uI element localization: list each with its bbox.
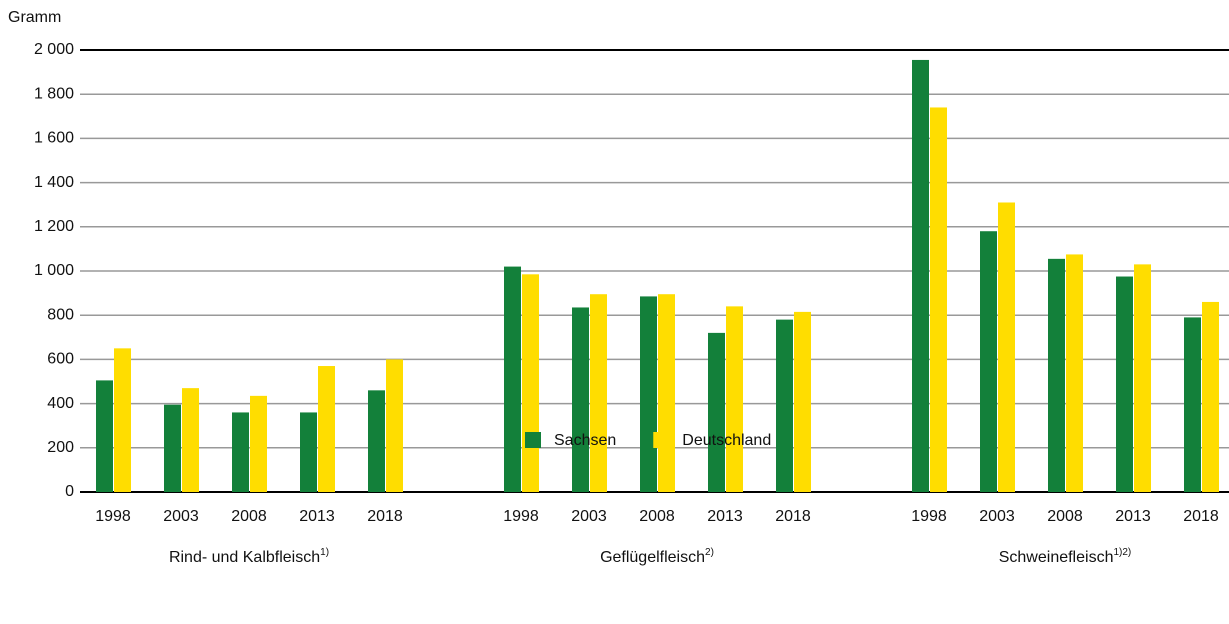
bar bbox=[318, 366, 335, 492]
group-note: 1) bbox=[320, 547, 329, 558]
bar bbox=[504, 266, 521, 492]
legend-swatch bbox=[525, 432, 541, 448]
y-axis-label: Gramm bbox=[8, 9, 61, 26]
x-tick-label: 2018 bbox=[775, 508, 811, 525]
group-note: 2) bbox=[705, 547, 714, 558]
group-label: Geflügelfleisch2) bbox=[600, 547, 714, 567]
x-tick-label: 2008 bbox=[1047, 508, 1083, 525]
y-tick-label: 2 000 bbox=[34, 41, 74, 58]
bar bbox=[1202, 301, 1219, 492]
bar bbox=[164, 404, 181, 492]
x-tick-label: 2008 bbox=[231, 508, 267, 525]
bar bbox=[250, 395, 267, 492]
bar bbox=[912, 59, 929, 492]
x-tick-label: 1998 bbox=[911, 508, 947, 525]
x-tick-label: 2003 bbox=[571, 508, 607, 525]
bar bbox=[572, 307, 589, 492]
bar bbox=[708, 332, 725, 492]
bar bbox=[182, 388, 199, 492]
y-tick-label: 1 400 bbox=[34, 174, 74, 191]
x-tick-label: 2008 bbox=[639, 508, 675, 525]
x-tick-label: 2018 bbox=[367, 508, 403, 525]
bar bbox=[1184, 317, 1201, 492]
group-name: Geflügelfleisch bbox=[600, 549, 705, 566]
bar bbox=[114, 348, 131, 492]
y-tick-label: 0 bbox=[65, 483, 74, 500]
y-tick-label: 1 200 bbox=[34, 218, 74, 235]
bar bbox=[232, 412, 249, 492]
x-tick-label: 2018 bbox=[1183, 508, 1219, 525]
group-name: Rind- und Kalbfleisch bbox=[169, 549, 320, 566]
legend-label: Sachsen bbox=[554, 432, 616, 449]
group-note: 1)2) bbox=[1113, 547, 1131, 558]
x-tick-label: 2003 bbox=[979, 508, 1015, 525]
bar bbox=[980, 231, 997, 492]
bar bbox=[640, 296, 657, 492]
bar bbox=[522, 274, 539, 492]
bar bbox=[658, 294, 675, 492]
y-tick-label: 1 600 bbox=[34, 130, 74, 147]
bar bbox=[1048, 258, 1065, 492]
group-name: Schweinefleisch bbox=[999, 549, 1114, 566]
y-tick-label: 1 000 bbox=[34, 262, 74, 279]
bar bbox=[726, 306, 743, 492]
x-tick-label: 2013 bbox=[1115, 508, 1151, 525]
bar bbox=[794, 311, 811, 492]
y-tick-label: 400 bbox=[47, 395, 74, 412]
bar bbox=[368, 390, 385, 492]
bar bbox=[300, 412, 317, 492]
group-label: Schweinefleisch1)2) bbox=[999, 547, 1132, 567]
y-tick-label: 800 bbox=[47, 306, 74, 323]
bar bbox=[590, 294, 607, 492]
x-tick-label: 1998 bbox=[503, 508, 539, 525]
bar bbox=[96, 380, 113, 492]
legend-label: Deutschland bbox=[682, 432, 771, 449]
bar bbox=[930, 107, 947, 493]
x-tick-label: 2013 bbox=[299, 508, 335, 525]
x-tick-label: 2013 bbox=[707, 508, 743, 525]
group-label: Rind- und Kalbfleisch1) bbox=[169, 547, 329, 567]
bar bbox=[386, 359, 403, 492]
x-tick-label: 1998 bbox=[95, 508, 131, 525]
bar bbox=[1066, 254, 1083, 492]
y-tick-label: 600 bbox=[47, 351, 74, 368]
y-tick-label: 200 bbox=[47, 439, 74, 456]
bar bbox=[1134, 264, 1151, 492]
bar bbox=[998, 202, 1015, 493]
bar bbox=[776, 319, 793, 492]
x-tick-label: 2003 bbox=[163, 508, 199, 525]
legend-swatch bbox=[653, 432, 670, 448]
y-tick-label: 1 800 bbox=[34, 85, 74, 102]
bar bbox=[1116, 276, 1133, 492]
